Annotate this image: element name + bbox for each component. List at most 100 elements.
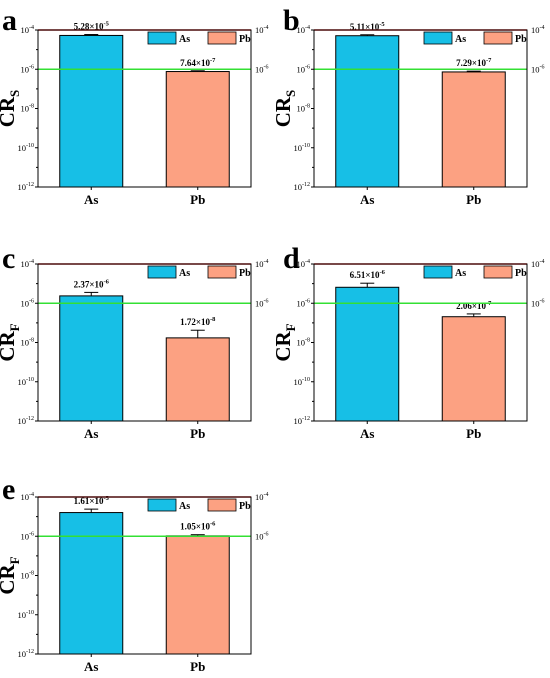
right-tick-label: 10-6: [531, 64, 545, 74]
y-tick-label: 10-4: [297, 25, 311, 35]
legend-swatch-As: [147, 498, 177, 512]
category-label: As: [84, 192, 98, 207]
panel-label: b: [283, 4, 300, 37]
y-tick-label: 10-12: [18, 649, 35, 659]
chart-panel-e: e CRF 1.61×10-5 As 1.05×10-6 Pb 10-4 10-6 10-8 10…: [0, 473, 269, 674]
chart-panel-a: a CRS 5.28×10-5 As 7.64×10-7 Pb 10-4 10-6 10-8 10…: [0, 4, 269, 207]
bar-As: [335, 286, 400, 422]
y-tick-label: 10-4: [297, 259, 311, 269]
panel-label: e: [2, 473, 15, 506]
legend-swatch-Pb: [207, 31, 237, 45]
legend-label: As: [455, 268, 466, 279]
legend-swatch-As: [423, 31, 453, 45]
panel-label: d: [283, 242, 300, 275]
y-tick-label: 10-10: [18, 610, 35, 620]
bar-As: [59, 295, 124, 422]
right-tick-label: 10-6: [531, 298, 545, 308]
legend-label: As: [455, 34, 466, 45]
y-tick-label: 10-6: [21, 64, 35, 74]
legend-label: As: [179, 501, 190, 512]
data-label: 7.64×10-7: [180, 57, 216, 68]
legend-swatch-As: [423, 265, 453, 279]
y-tick-label: 10-6: [297, 64, 311, 74]
y-tick-label: 10-4: [21, 25, 35, 35]
right-tick-label: 10-4: [255, 492, 269, 502]
y-tick-label: 10-10: [18, 377, 35, 387]
right-tick-label: 10-4: [531, 25, 545, 35]
legend-label: Pb: [239, 501, 251, 512]
category-label: Pb: [190, 426, 205, 441]
legend-label: As: [179, 34, 190, 45]
y-tick-label: 10-12: [294, 182, 311, 192]
y-tick-label: 10-4: [21, 259, 35, 269]
legend-swatch-Pb: [483, 31, 513, 45]
y-tick-label: 10-8: [21, 338, 35, 348]
legend-label: Pb: [515, 34, 527, 45]
category-label: Pb: [466, 192, 481, 207]
y-tick-label: 10-10: [294, 143, 311, 153]
bar-As: [59, 34, 124, 188]
bar-Pb: [165, 337, 230, 422]
y-tick-label: 10-12: [294, 416, 311, 426]
y-axis-title: CRS: [271, 90, 298, 128]
right-tick-label: 10-4: [531, 259, 545, 269]
legend-label: Pb: [239, 34, 251, 45]
y-tick-label: 10-12: [18, 182, 35, 192]
legend-swatch-Pb: [483, 265, 513, 279]
category-label: As: [360, 426, 374, 441]
y-tick-label: 10-12: [18, 416, 35, 426]
data-label: 2.37×10-6: [74, 278, 110, 289]
y-tick-label: 10-10: [18, 143, 35, 153]
chart-panel-b: b CRS 5.11×10-5 As 7.29×10-7 Pb 10-4 10-6 10-8 10…: [271, 4, 545, 207]
y-tick-label: 10-4: [21, 492, 35, 502]
right-tick-label: 10-6: [255, 64, 269, 74]
right-tick-label: 10-6: [255, 298, 269, 308]
y-tick-label: 10-6: [21, 531, 35, 541]
chart-panel-d: d CRF 6.51×10-6 As 2.06×10-7 Pb 10-4 10-6 10-8 10…: [271, 242, 545, 441]
category-label: Pb: [190, 659, 205, 674]
category-label: Pb: [466, 426, 481, 441]
chart-panel-c: c CRF 2.37×10-6 As 1.72×10-8 Pb 10-4 10-6 10-8 10…: [0, 242, 269, 441]
y-tick-label: 10-6: [297, 298, 311, 308]
y-axis-title: CRF: [271, 323, 298, 361]
legend-swatch-Pb: [207, 498, 237, 512]
y-axis-title: CRF: [0, 556, 22, 594]
legend-swatch-Pb: [207, 265, 237, 279]
data-label: 5.11×10-5: [350, 21, 386, 32]
legend-label: Pb: [239, 268, 251, 279]
y-tick-label: 10-8: [21, 104, 35, 114]
category-label: As: [360, 192, 374, 207]
legend-label: As: [179, 268, 190, 279]
right-tick-label: 10-4: [255, 25, 269, 35]
y-axis-title: CRS: [0, 90, 22, 128]
legend-label: Pb: [515, 268, 527, 279]
data-label: 7.29×10-7: [456, 57, 492, 68]
data-label: 6.51×10-6: [350, 269, 386, 280]
panel-label: a: [2, 4, 17, 37]
bar-As: [59, 512, 124, 655]
y-tick-label: 10-6: [21, 298, 35, 308]
panel-label: c: [2, 242, 15, 275]
bar-Pb: [441, 71, 506, 188]
y-tick-label: 10-8: [21, 571, 35, 581]
y-tick-label: 10-8: [297, 104, 311, 114]
data-label: 1.05×10-6: [180, 521, 216, 532]
legend-swatch-As: [147, 31, 177, 45]
right-tick-label: 10-4: [255, 259, 269, 269]
bar-Pb: [441, 316, 506, 422]
data-label: 1.72×10-8: [180, 316, 216, 327]
data-label: 2.06×10-7: [456, 300, 492, 311]
bar-Pb: [165, 71, 230, 188]
bar-Pb: [165, 535, 230, 655]
bar-As: [335, 35, 400, 188]
legend-swatch-As: [147, 265, 177, 279]
category-label: As: [84, 659, 98, 674]
data-label: 1.61×10-5: [74, 495, 110, 506]
y-tick-label: 10-8: [297, 338, 311, 348]
y-axis-title: CRF: [0, 323, 22, 361]
right-tick-label: 10-6: [255, 531, 269, 541]
y-tick-label: 10-10: [294, 377, 311, 387]
category-label: Pb: [190, 192, 205, 207]
category-label: As: [84, 426, 98, 441]
